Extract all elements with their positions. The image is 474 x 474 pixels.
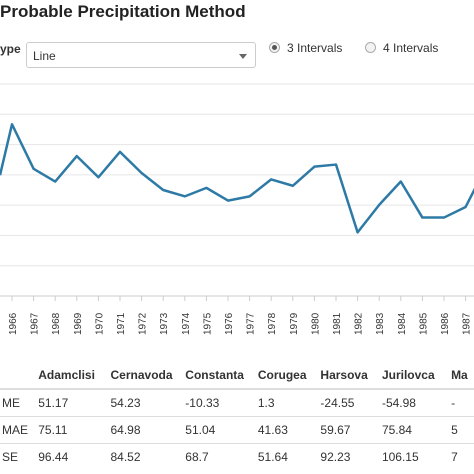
table-cell: 59.67	[314, 415, 376, 443]
radio-3-intervals-label: 3 Intervals	[287, 41, 343, 55]
x-tick-label: 1976	[224, 312, 235, 335]
x-tick-label: 1971	[116, 312, 127, 335]
table-cell: -54.98	[375, 388, 446, 416]
x-tick-label: 1967	[30, 312, 41, 335]
results-table: Adamclisi Cernavoda Constanta Corugea Ha…	[0, 362, 474, 470]
table-cell: 54.23	[104, 388, 180, 416]
table-cell: MAE	[0, 415, 33, 443]
radio-4-intervals-label: 4 Intervals	[383, 41, 439, 55]
table-header-cell: Constanta	[179, 362, 252, 390]
table-row: MAE 75.11 64.98 51.04 41.63 59.67 75.84 …	[0, 415, 474, 443]
table-cell: -24.55	[314, 388, 376, 416]
x-tick-label: 1975	[202, 312, 213, 335]
table-cell: -10.33	[179, 388, 252, 416]
table-cell: ME	[0, 388, 33, 416]
table-cell: 41.63	[251, 415, 315, 443]
chart-type-select[interactable]: Line	[26, 42, 256, 68]
table-cell: 84.52	[104, 442, 180, 470]
table-cell: 75.84	[375, 415, 446, 443]
x-tick-label: 1970	[94, 312, 105, 335]
table-header-cell: Harsova	[314, 362, 376, 390]
table-header-cell: Jurilovca	[375, 362, 446, 390]
x-tick-label: 1980	[310, 312, 321, 335]
table-cell: 51.64	[251, 442, 315, 470]
table-cell: 68.7	[179, 442, 252, 470]
chevron-down-icon	[239, 54, 247, 59]
precipitation-line-chart: 1966 1967 1968 1969 1970 1971 1972 1973 1974 1975…	[0, 83, 474, 335]
x-tick-label: 1977	[246, 312, 257, 335]
x-tick-label: 1973	[159, 312, 170, 335]
table-header-cell: Corugea	[251, 362, 315, 390]
table-header-row: Adamclisi Cernavoda Constanta Corugea Ha…	[0, 362, 474, 390]
table-cell: 51.17	[32, 388, 105, 416]
x-tick-label: 1987	[462, 312, 473, 335]
x-tick-label: 1974	[181, 312, 192, 335]
table-cell: 51.04	[179, 415, 252, 443]
x-tick-label: 1966	[8, 312, 19, 335]
table-cell: 64.98	[104, 415, 180, 443]
x-tick-label: 1972	[138, 312, 149, 335]
chart-type-label: ype	[0, 42, 21, 56]
table-header-cell: Ma	[445, 362, 474, 390]
x-tick-label: 1978	[267, 312, 278, 335]
x-tick-label: 1969	[73, 312, 84, 335]
x-tick-label: 1982	[354, 312, 365, 335]
radio-unchecked-icon	[365, 42, 376, 53]
table-header-cell	[0, 362, 33, 390]
x-tick-label: 1984	[397, 312, 408, 335]
x-tick-label: 1986	[440, 312, 451, 335]
x-tick-label: 1983	[375, 312, 386, 335]
table-cell: 75.11	[32, 415, 105, 443]
table-cell: 106.15	[375, 442, 446, 470]
table-cell: 96.44	[32, 442, 105, 470]
table-row: SE 96.44 84.52 68.7 51.64 92.23 106.15 7	[0, 442, 474, 470]
page-title: Probable Precipitation Method	[0, 2, 246, 21]
table-cell: 1.3	[251, 388, 315, 416]
table-row: ME 51.17 54.23 -10.33 1.3 -24.55 -54.98 …	[0, 388, 474, 416]
x-tick-label: 1985	[418, 312, 429, 335]
radio-checked-icon	[269, 42, 280, 53]
x-tick-label: 1981	[332, 312, 343, 335]
table-header-cell: Cernavoda	[104, 362, 180, 390]
table-cell: 92.23	[314, 442, 376, 470]
table-cell: SE	[0, 442, 33, 470]
x-tick-label: 1979	[289, 312, 300, 335]
series-line	[0, 123, 474, 234]
table-header-cell: Adamclisi	[32, 362, 105, 390]
table-cell: 7	[445, 442, 474, 470]
table-cell: -	[445, 388, 474, 416]
table-cell: 5	[445, 415, 474, 443]
x-tick-label: 1968	[51, 312, 62, 335]
chart-type-select-value: Line	[33, 49, 56, 63]
